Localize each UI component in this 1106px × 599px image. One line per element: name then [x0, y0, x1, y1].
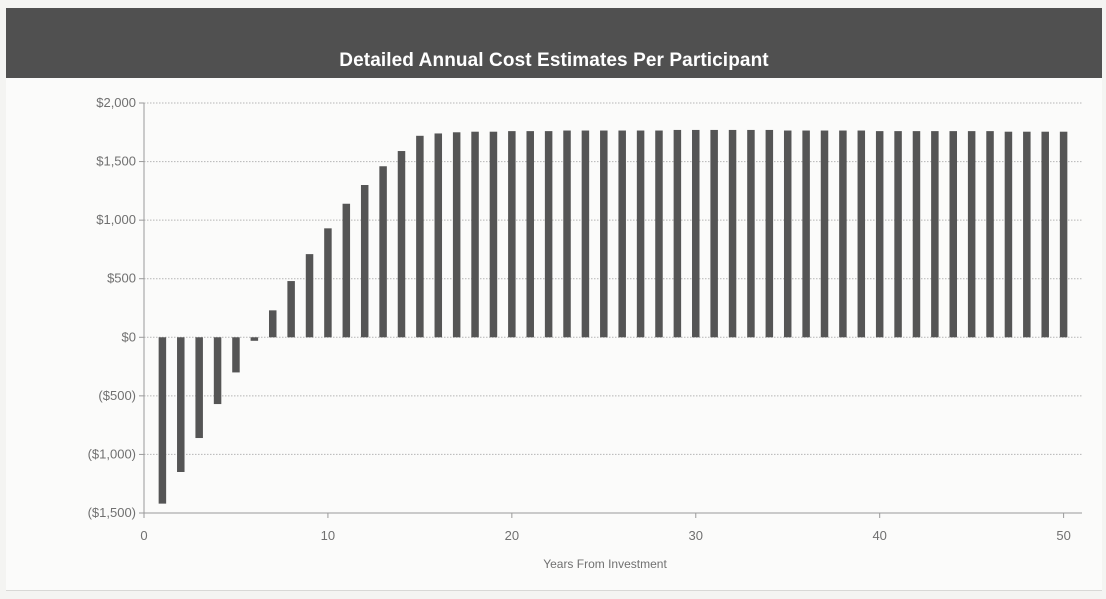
bar — [490, 132, 498, 338]
y-tick-label: $1,500 — [96, 154, 136, 169]
bar — [287, 281, 295, 337]
bar — [747, 130, 755, 337]
bar — [306, 254, 314, 337]
bar — [269, 310, 277, 337]
x-tick-label: 50 — [1056, 528, 1070, 543]
x-tick-label: 0 — [140, 528, 147, 543]
bar — [214, 337, 222, 404]
x-tick-label: 40 — [872, 528, 886, 543]
bar — [839, 131, 847, 338]
bar — [453, 132, 461, 337]
y-tick-label: $2,000 — [96, 95, 136, 110]
bar — [379, 166, 387, 337]
bar — [692, 130, 700, 337]
bar — [563, 131, 571, 338]
bar — [913, 131, 921, 337]
bar — [361, 185, 369, 337]
bar — [195, 337, 203, 438]
bar — [968, 131, 976, 337]
y-tick-label: ($1,000) — [88, 446, 136, 461]
bar — [655, 131, 663, 338]
bar — [416, 136, 424, 337]
bar — [600, 131, 608, 338]
bar — [784, 131, 792, 338]
bar — [637, 131, 645, 338]
bar — [618, 131, 626, 338]
bar-chart: $2,000 $1,500 $1,000 $500 $0 ($500) ($1,000) ($… — [6, 8, 1102, 590]
x-tick-label: 20 — [505, 528, 519, 543]
y-tick-label: $500 — [107, 271, 136, 286]
bar — [858, 131, 866, 338]
bar — [986, 131, 994, 337]
bar — [729, 130, 737, 337]
x-tick-label: 10 — [321, 528, 335, 543]
y-tick-label: ($1,500) — [88, 505, 136, 520]
bar — [1023, 132, 1030, 338]
bar — [1041, 132, 1049, 338]
y-tick-label: $0 — [122, 329, 136, 344]
bar — [766, 130, 774, 337]
y-tick-label: ($500) — [98, 388, 136, 403]
bar — [582, 131, 590, 338]
bar — [950, 131, 958, 337]
bar — [526, 131, 534, 337]
bar — [324, 228, 332, 337]
bar — [508, 131, 516, 337]
bar — [894, 131, 902, 337]
bar — [232, 337, 240, 372]
bar — [159, 337, 167, 503]
bar — [802, 131, 810, 338]
bar — [876, 131, 884, 337]
bar — [435, 133, 443, 337]
x-tick-label: 30 — [689, 528, 703, 543]
bar — [251, 337, 259, 341]
bar — [545, 131, 553, 337]
x-axis-title: Years From Investment — [543, 557, 667, 571]
bar — [471, 132, 479, 338]
bar — [177, 337, 185, 472]
bar — [1060, 132, 1068, 338]
bar — [343, 204, 351, 338]
bar — [1005, 132, 1013, 338]
bar — [710, 130, 718, 337]
bar — [931, 131, 939, 337]
bar — [821, 131, 829, 338]
bar — [398, 151, 406, 337]
y-tick-label: $1,000 — [96, 212, 136, 227]
bar — [674, 130, 682, 337]
chart-card: Detailed Annual Cost Estimates Per Parti… — [6, 8, 1102, 591]
